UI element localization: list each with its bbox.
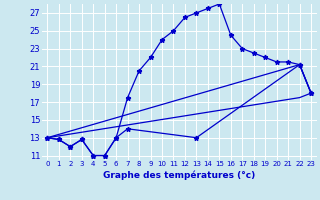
X-axis label: Graphe des températures (°c): Graphe des températures (°c) bbox=[103, 170, 255, 180]
